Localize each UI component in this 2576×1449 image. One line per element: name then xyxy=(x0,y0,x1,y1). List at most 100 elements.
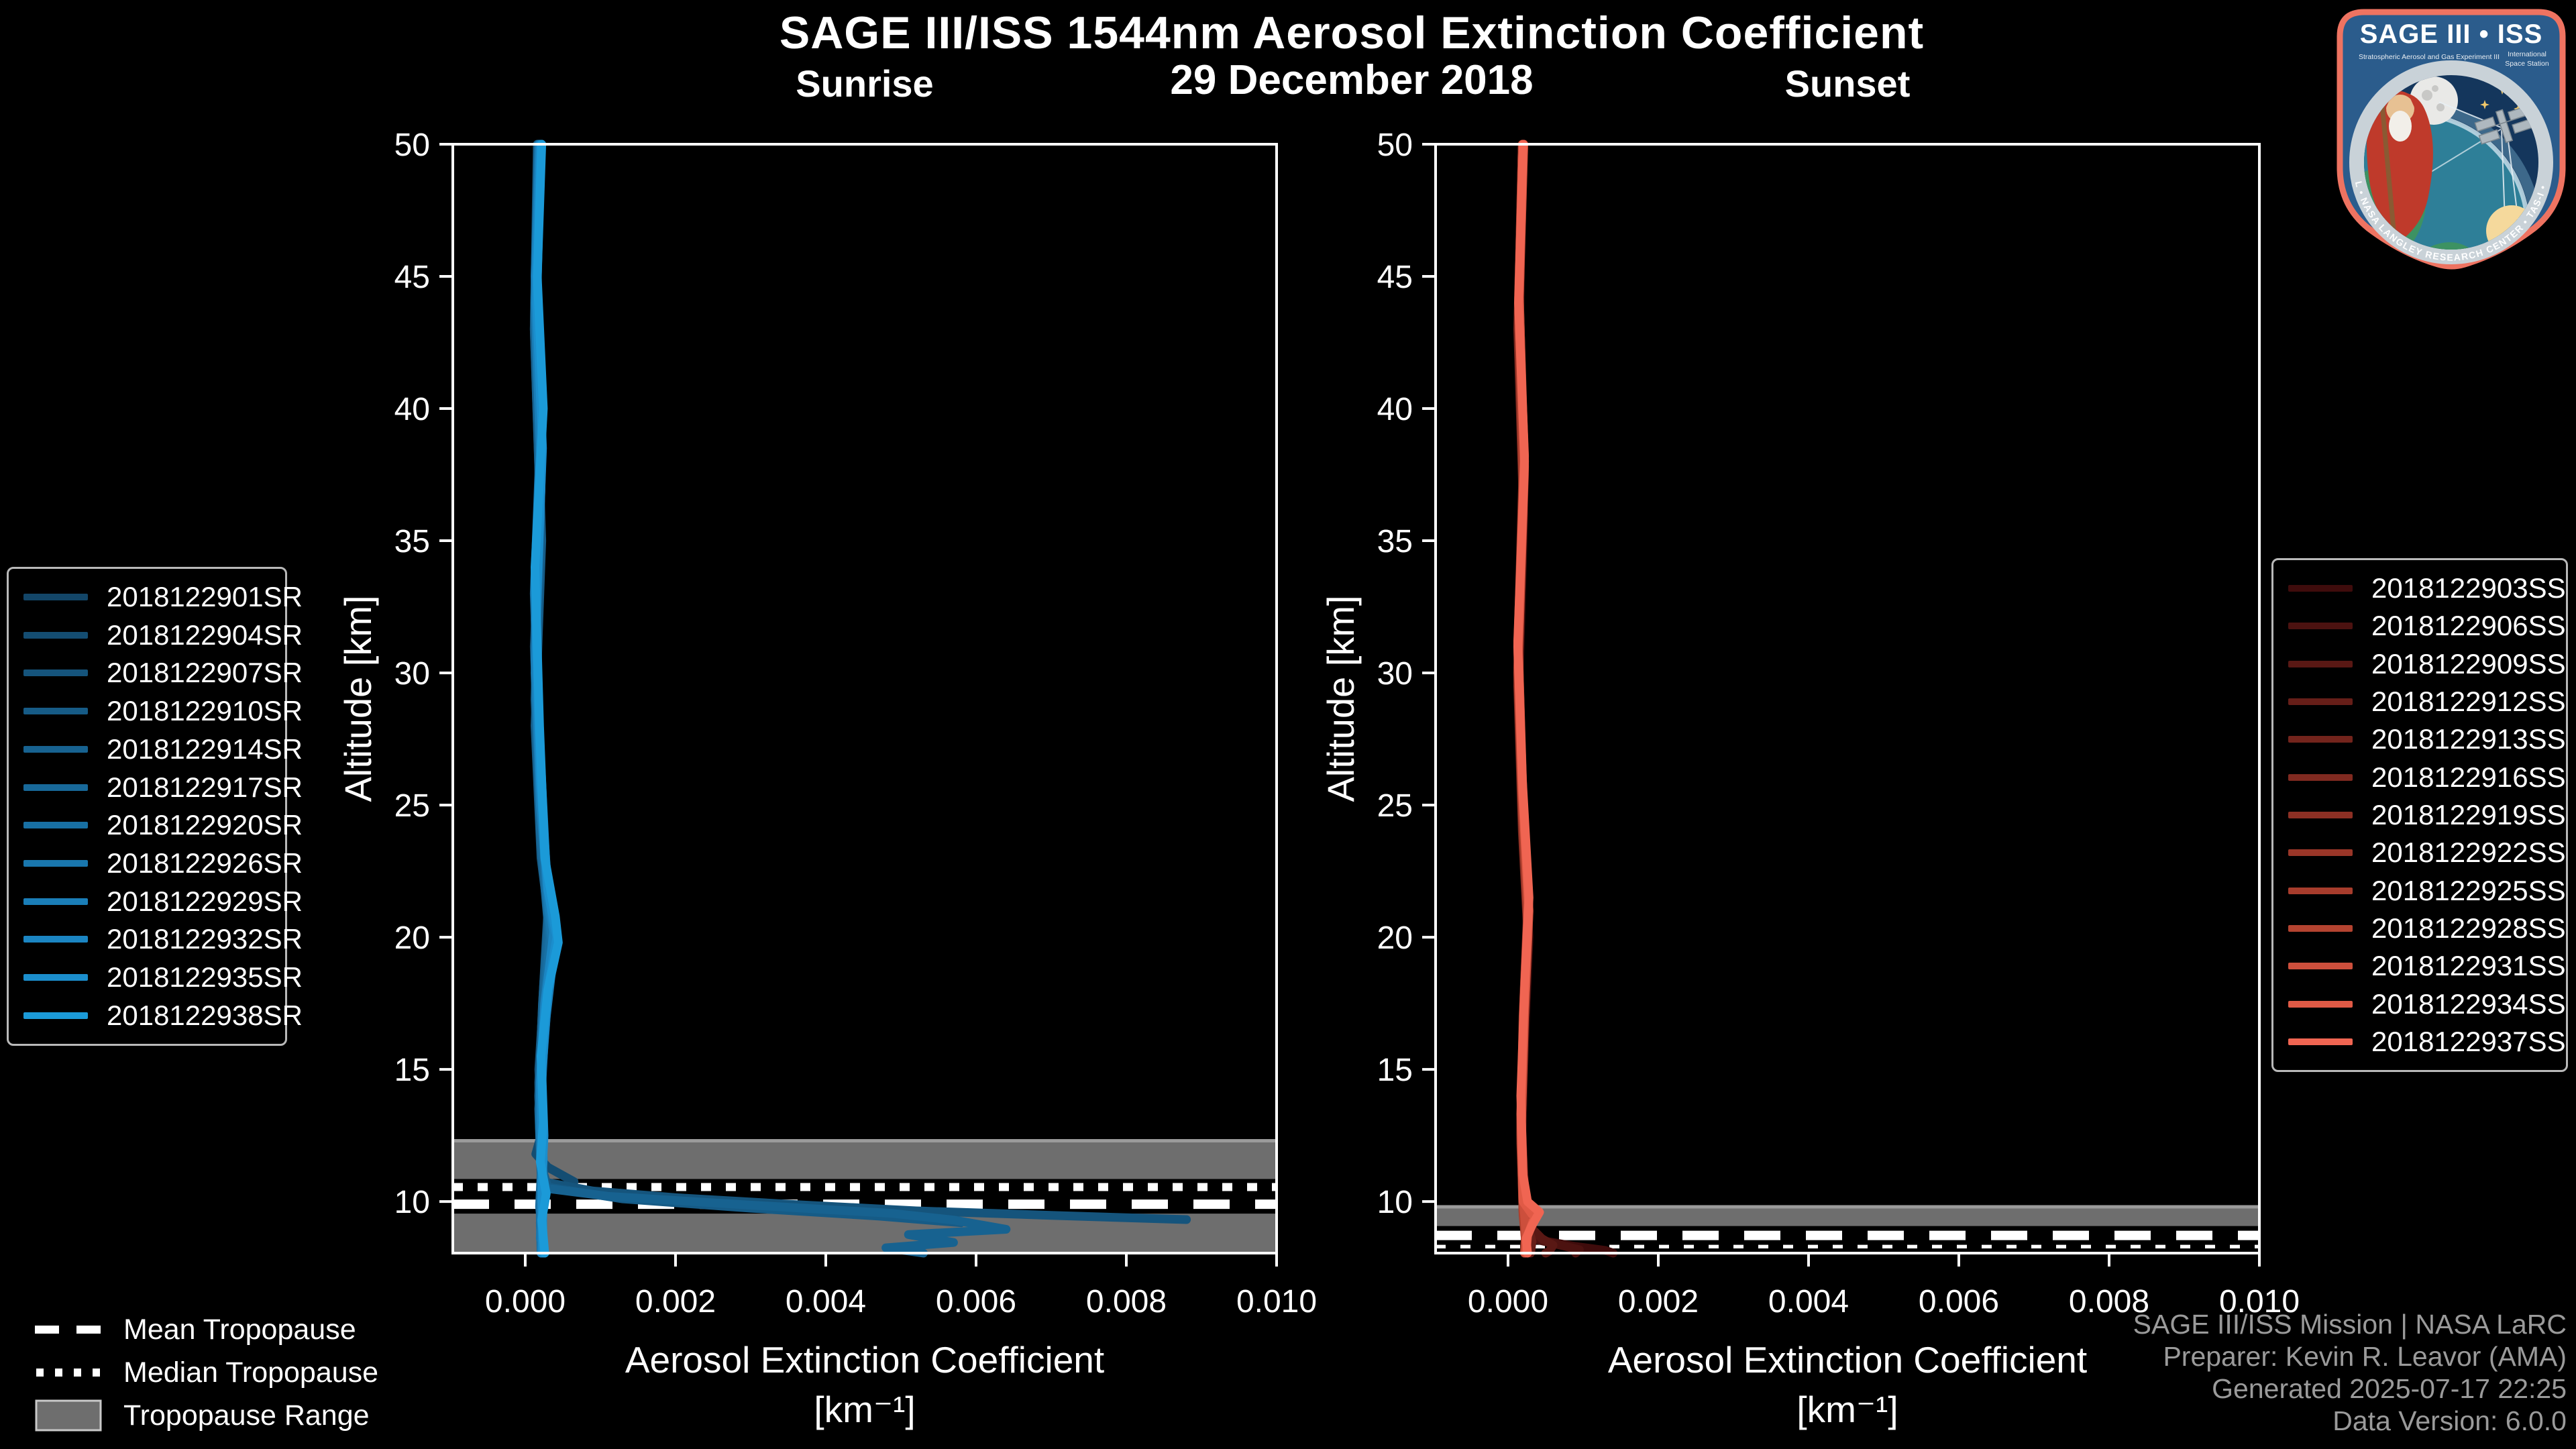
legend-event-label: 2018122938SR xyxy=(107,999,303,1031)
legend-event-label: 2018122913SS xyxy=(2371,723,2566,755)
tropopause-legend: Mean Tropopause Median Tropopause Tropop… xyxy=(35,1308,378,1437)
legend-event-label: 2018122922SS xyxy=(2371,837,2566,869)
profile-line-2018122937SS xyxy=(1513,140,1544,1258)
legend-line-swatch xyxy=(23,974,88,981)
legend-event-label: 2018122910SR xyxy=(107,695,303,727)
legend-line-swatch xyxy=(23,784,88,791)
profile-line-2018122938SR xyxy=(531,140,563,1258)
legend-event-label: 2018122906SS xyxy=(2371,610,2566,642)
legend-row: 2018122912SS xyxy=(2288,686,2566,718)
y-axis-label: Altitude [km] xyxy=(1320,595,1362,802)
legend-event-label: 2018122917SR xyxy=(107,771,303,803)
y-tick-label: 25 xyxy=(394,788,430,824)
mean-tropopause-legend-row: Mean Tropopause xyxy=(35,1308,378,1351)
y-tick-label: 15 xyxy=(394,1053,430,1088)
legend-row: 2018122913SS xyxy=(2288,723,2566,755)
legend-line-swatch xyxy=(2288,849,2353,857)
tropopause-range-label: Tropopause Range xyxy=(123,1399,370,1432)
logo-subtitle-right-2: Space Station xyxy=(2505,60,2549,68)
y-tick-label: 45 xyxy=(394,260,430,295)
legend-row: 2018122919SS xyxy=(2288,799,2566,831)
median-tropopause-label: Median Tropopause xyxy=(123,1356,379,1389)
footer-credits: SAGE III/ISS Mission | NASA LaRC Prepare… xyxy=(2133,1308,2567,1437)
mission-logo: SAGE III • ISS Stratospheric Aerosol and… xyxy=(2333,7,2566,270)
logo-iss xyxy=(2474,105,2534,145)
sunrise-panel-title: Sunrise xyxy=(796,62,934,105)
legend-event-label: 2018122904SR xyxy=(107,619,303,651)
legend-line-swatch xyxy=(23,745,88,753)
legend-line-swatch xyxy=(2288,963,2353,970)
legend-line-swatch xyxy=(2288,660,2353,667)
plot-border xyxy=(451,143,1278,1254)
legend-line-swatch xyxy=(23,1012,88,1019)
legend-line-swatch xyxy=(23,708,88,715)
legend-line-swatch xyxy=(2288,736,2353,743)
x-tick-label: 0.008 xyxy=(1086,1284,1167,1320)
legend-line-swatch xyxy=(23,631,88,639)
legend-row: 2018122926SR xyxy=(23,847,303,879)
legend-row: 2018122917SR xyxy=(23,771,303,804)
legend-row: 2018122928SS xyxy=(2288,912,2566,945)
legend-line-swatch xyxy=(2288,887,2353,894)
footer-version-line: Data Version: 6.0.0 xyxy=(2332,1405,2567,1436)
logo-moon-crater xyxy=(2422,90,2432,101)
legend-event-label: 2018122931SS xyxy=(2371,950,2566,982)
x-tick-label: 0.004 xyxy=(786,1284,866,1320)
profile-line-2018122910SR xyxy=(531,140,966,1228)
legend-row: 2018122922SS xyxy=(2288,837,2566,869)
legend-row: 2018122914SR xyxy=(23,733,303,765)
legend-event-label: 2018122909SS xyxy=(2371,647,2566,680)
legend-line-swatch xyxy=(23,860,88,867)
legend-line-swatch xyxy=(23,822,88,829)
footer-mission-line: SAGE III/ISS Mission | NASA LaRC xyxy=(2133,1309,2567,1340)
legend-row: 2018122920SR xyxy=(23,809,303,841)
legend-event-label: 2018122935SR xyxy=(107,961,303,994)
x-tick-label: 0.004 xyxy=(1768,1284,1849,1320)
legend-event-label: 2018122926SR xyxy=(107,847,303,879)
dotted-line-icon xyxy=(35,1367,102,1378)
x-axis-label: Aerosol Extinction Coefficient xyxy=(1608,1339,2087,1381)
logo-moon-crater xyxy=(2432,85,2438,92)
y-tick-label: 40 xyxy=(1377,392,1413,427)
x-tick-label: 0.006 xyxy=(936,1284,1016,1320)
y-tick-label: 30 xyxy=(1377,656,1413,692)
legend-line-swatch xyxy=(23,936,88,943)
legend-line-swatch xyxy=(2288,773,2353,781)
legend-line-swatch xyxy=(2288,924,2353,932)
legend-line-swatch xyxy=(2288,1038,2353,1045)
legend-event-label: 2018122903SS xyxy=(2371,572,2566,604)
y-tick-label: 30 xyxy=(394,656,430,692)
y-tick-label: 10 xyxy=(1377,1185,1413,1220)
legend-line-swatch xyxy=(2288,698,2353,705)
x-tick-label: 0.010 xyxy=(1236,1284,1317,1320)
y-tick-label: 45 xyxy=(1377,260,1413,295)
legend-event-label: 2018122907SR xyxy=(107,657,303,689)
dashed-line-icon xyxy=(35,1324,102,1335)
y-axis-label: Altitude [km] xyxy=(337,595,379,802)
legend-event-label: 2018122929SR xyxy=(107,885,303,917)
page-title: SAGE III/ISS 1544nm Aerosol Extinction C… xyxy=(779,7,1925,58)
gray-band-icon xyxy=(35,1399,102,1432)
legend-row: 2018122916SS xyxy=(2288,761,2566,794)
legend-row: 2018122910SR xyxy=(23,695,303,727)
legend-event-label: 2018122919SS xyxy=(2371,798,2566,830)
logo-subtitle-right-1: International xyxy=(2508,50,2546,58)
legend-row: 2018122925SS xyxy=(2288,875,2566,907)
legend-line-swatch xyxy=(2288,585,2353,592)
legend-row: 2018122906SS xyxy=(2288,610,2566,642)
legend-row: 2018122901SR xyxy=(23,581,303,613)
legend-row: 2018122937SS xyxy=(2288,1026,2566,1058)
x-tick-label: 0.002 xyxy=(635,1284,716,1320)
sunset-legend: 2018122903SS 2018122906SS 2018122909SS 2018… xyxy=(2271,558,2568,1072)
sunset-plot: 0.000 0.002 0.004 0.006 0.008 0.010 10 15 20 25 30… xyxy=(1320,127,2300,1430)
tropopause-range-legend-row: Tropopause Range xyxy=(35,1394,378,1437)
x-tick-label: 0.006 xyxy=(1919,1284,1999,1320)
legend-event-label: 2018122912SS xyxy=(2371,685,2566,717)
legend-event-label: 2018122925SS xyxy=(2371,874,2566,906)
sunrise-plot: 0.000 0.002 0.004 0.006 0.008 0.010 10 15 20 25 30… xyxy=(337,127,1317,1430)
legend-row: 2018122938SR xyxy=(23,1000,303,1032)
legend-line-swatch xyxy=(23,594,88,600)
legend-event-label: 2018122928SS xyxy=(2371,912,2566,944)
legend-event-label: 2018122932SR xyxy=(107,923,303,955)
